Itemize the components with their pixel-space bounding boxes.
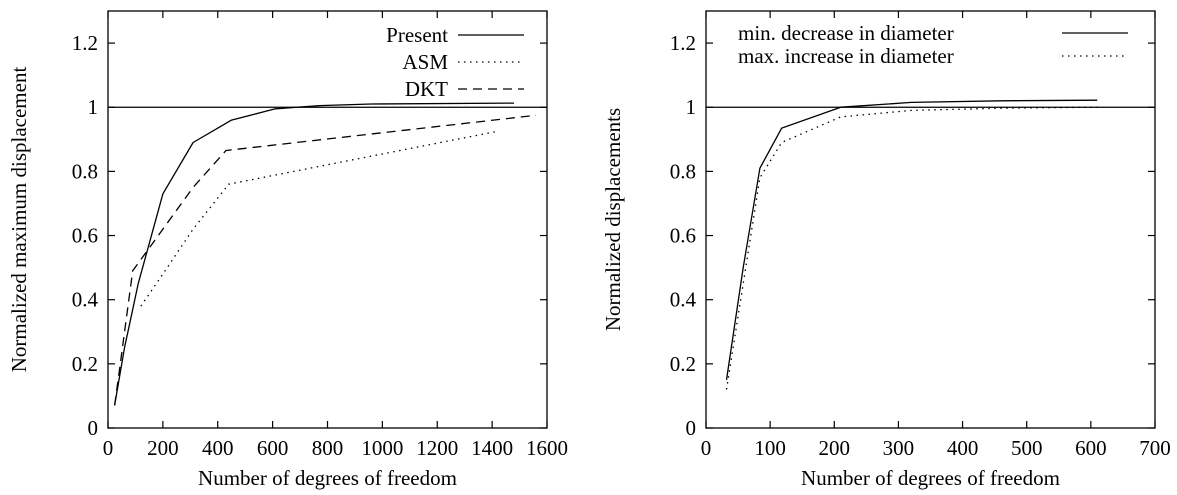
series-line bbox=[140, 130, 498, 307]
y-tick-label: 1.2 bbox=[670, 31, 696, 55]
series-line bbox=[113, 102, 515, 406]
y-tick-label: 0.2 bbox=[72, 352, 98, 376]
x-tick-label: 1600 bbox=[526, 436, 568, 460]
y-tick-label: 0.8 bbox=[670, 159, 696, 183]
x-tick-label: 200 bbox=[147, 436, 179, 460]
legend-label: max. increase in diameter bbox=[738, 44, 954, 68]
y-tick-label: 0.6 bbox=[670, 224, 696, 248]
x-tick-label: 600 bbox=[257, 436, 289, 460]
plot-frame bbox=[705, 10, 1156, 429]
chart-right: 0 100 200 300 400 500 600 700 0 0.2 0.4 0.6 0.8 1 1.2 N… bbox=[601, 10, 1171, 490]
y-tick-label: 0 bbox=[88, 416, 99, 440]
x-tick-label: 600 bbox=[1075, 436, 1107, 460]
y-tick-label: 0.8 bbox=[72, 159, 98, 183]
y-tick-label: 0.4 bbox=[72, 288, 99, 312]
x-tick-label: 1400 bbox=[471, 436, 513, 460]
y-axis-label: Normalized displacements bbox=[601, 108, 625, 331]
x-axis-label: Number of degrees of freedom bbox=[801, 466, 1060, 490]
y-tick-label: 0 bbox=[686, 416, 697, 440]
y-tick-label: 1 bbox=[686, 95, 697, 119]
series-line bbox=[725, 106, 1098, 390]
y-axis-label: Normalized maximum displacement bbox=[7, 67, 31, 373]
x-tick-label: 700 bbox=[1139, 436, 1171, 460]
x-tick-label: 800 bbox=[312, 436, 344, 460]
legend-label: Present bbox=[386, 23, 448, 47]
x-tick-label: 1200 bbox=[416, 436, 458, 460]
x-tick-label: 400 bbox=[202, 436, 234, 460]
x-tick-label: 300 bbox=[883, 436, 915, 460]
plot-frame bbox=[107, 10, 548, 429]
legend-label: DKT bbox=[405, 77, 448, 101]
x-tick-label: 1000 bbox=[361, 436, 403, 460]
x-tick-label: 400 bbox=[947, 436, 979, 460]
x-tick-label: 100 bbox=[754, 436, 786, 460]
y-tick-label: 0.4 bbox=[670, 288, 697, 312]
x-tick-label: 500 bbox=[1011, 436, 1043, 460]
series-line bbox=[113, 114, 537, 406]
series-line bbox=[725, 99, 1098, 380]
legend-label: ASM bbox=[402, 50, 448, 74]
x-tick-label: 0 bbox=[103, 436, 114, 460]
y-tick-label: 0.2 bbox=[670, 352, 696, 376]
legend-label: min. decrease in diameter bbox=[738, 21, 954, 45]
y-tick-label: 1.2 bbox=[72, 31, 98, 55]
y-tick-label: 1 bbox=[88, 95, 99, 119]
x-tick-label: 200 bbox=[819, 436, 851, 460]
x-axis-label: Number of degrees of freedom bbox=[198, 466, 457, 490]
y-tick-label: 0.6 bbox=[72, 224, 98, 248]
chart-left: 0 200 400 600 800 1000 1200 1400 1600 0 0.2 0.4 0.6 0… bbox=[7, 10, 568, 490]
x-tick-label: 0 bbox=[701, 436, 712, 460]
